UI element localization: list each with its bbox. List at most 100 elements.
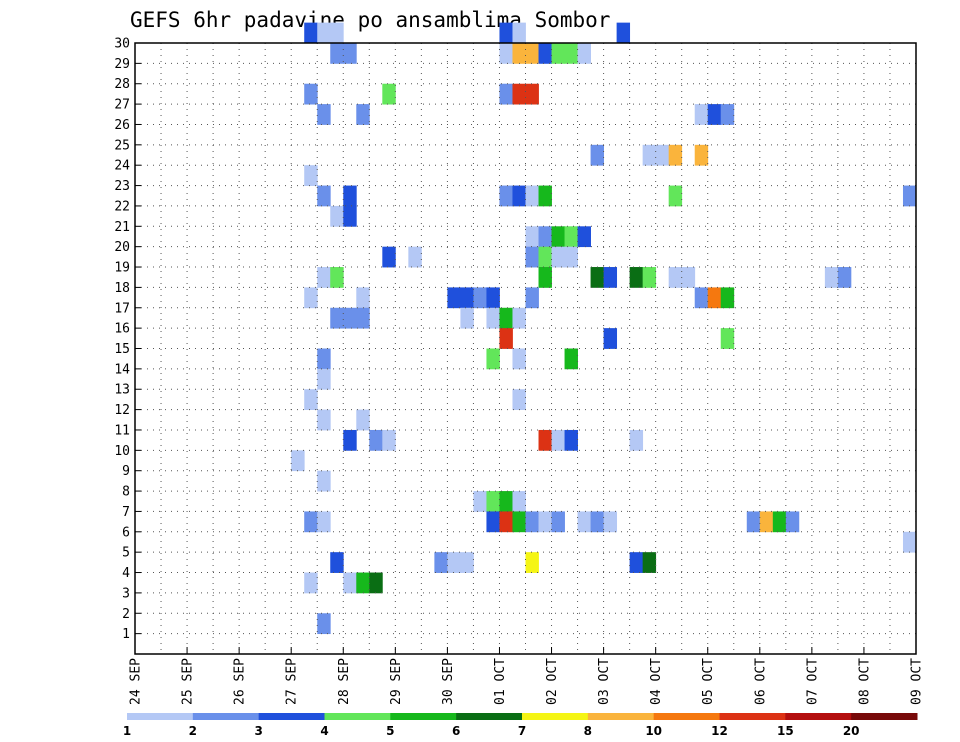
- precip-cell: [603, 267, 618, 288]
- precip-cell: [564, 348, 578, 370]
- x-tick-label: 26 SEP: [233, 658, 248, 705]
- precip-cell: [317, 511, 331, 533]
- precip-cell: [668, 144, 683, 166]
- precip-cell: [525, 43, 539, 64]
- precip-cell: [330, 552, 344, 573]
- y-tick-label: 22: [114, 199, 130, 214]
- precip-cell: [382, 246, 396, 268]
- precip-cell: [304, 22, 318, 44]
- precip-cell: [720, 104, 735, 125]
- precip-cell: [551, 511, 565, 533]
- y-tick-label: 23: [114, 179, 130, 194]
- precip-cell: [317, 409, 331, 431]
- precip-cell: [720, 287, 735, 309]
- colorbar-label: 7: [518, 724, 526, 738]
- y-tick-label: 6: [122, 525, 130, 540]
- y-tick-label: 14: [114, 362, 130, 377]
- precip-cell: [538, 226, 552, 248]
- precip-cell: [512, 389, 526, 410]
- colorbar-swatch: [653, 713, 720, 720]
- y-tick-label: 21: [114, 220, 130, 235]
- precip-cell: [330, 267, 344, 288]
- colorbar-swatch: [324, 713, 391, 720]
- x-tick-label: 24 SEP: [129, 658, 144, 705]
- precip-cell: [486, 491, 500, 512]
- y-tick-label: 24: [114, 159, 130, 174]
- precip-cell: [499, 511, 513, 533]
- x-tick-label: 29 SEP: [389, 658, 404, 705]
- precip-cell: [538, 267, 552, 288]
- precip-cell: [785, 511, 800, 533]
- colorbar-swatch: [127, 713, 194, 720]
- precip-cell: [538, 43, 552, 64]
- y-tick-label: 18: [114, 281, 130, 296]
- precip-cell: [499, 307, 513, 329]
- precip-cell: [525, 511, 539, 533]
- precip-cell: [330, 43, 344, 64]
- precip-cell: [317, 185, 331, 207]
- colorbar-label: 20: [843, 724, 860, 738]
- precip-cell: [902, 531, 917, 553]
- precip-cell: [330, 307, 344, 329]
- precip-cell: [512, 511, 526, 533]
- colorbar-swatch: [390, 713, 457, 720]
- precip-cell: [499, 83, 513, 105]
- precip-cell: [837, 267, 852, 288]
- precip-cell: [499, 22, 513, 44]
- y-tick-label: 16: [114, 322, 130, 337]
- colorbar-label: 8: [584, 724, 592, 738]
- precip-cell: [564, 226, 578, 248]
- colorbar-label: 5: [386, 724, 394, 738]
- precip-cell: [460, 307, 474, 329]
- y-tick-label: 13: [114, 383, 130, 398]
- precip-cell: [564, 429, 578, 451]
- precip-cell: [356, 572, 370, 594]
- y-tick-label: 2: [122, 607, 130, 622]
- colorbar-label: 12: [711, 724, 728, 738]
- precip-cell: [512, 491, 526, 512]
- precip-cell: [486, 348, 500, 370]
- y-tick-label: 20: [114, 240, 130, 255]
- precip-cell: [473, 491, 487, 512]
- y-tick-label: 27: [114, 98, 130, 113]
- y-tick-label: 9: [122, 464, 130, 479]
- precip-cell: [720, 328, 735, 349]
- x-tick-label: 01 OCT: [493, 658, 508, 705]
- precip-cell: [525, 226, 539, 248]
- x-tick-label: 02 OCT: [545, 658, 560, 705]
- precip-cell: [772, 511, 787, 533]
- x-tick-label: 07 OCT: [805, 658, 820, 705]
- colorbar-label: 4: [320, 724, 328, 738]
- y-tick-label: 25: [114, 138, 130, 153]
- precip-cell: [512, 307, 526, 329]
- y-tick-label: 8: [122, 485, 130, 500]
- precip-cells: [291, 22, 917, 635]
- y-axis: 1234567891011121314151617181920212223242…: [114, 37, 141, 642]
- precip-cell: [525, 287, 539, 309]
- precip-cell: [525, 83, 539, 105]
- precip-cell: [317, 348, 331, 370]
- precip-cell: [590, 267, 604, 288]
- y-tick-label: 4: [122, 566, 130, 581]
- precip-cell: [746, 511, 761, 533]
- precip-cell: [408, 246, 422, 268]
- colorbar-label: 1: [123, 724, 131, 738]
- precip-cell: [356, 287, 370, 309]
- precip-cell: [317, 104, 331, 125]
- colorbar-swatch: [456, 713, 523, 720]
- precip-cell: [824, 267, 839, 288]
- precip-cell: [538, 429, 552, 451]
- precip-cell: [551, 43, 565, 64]
- colorbar-swatch: [522, 713, 589, 720]
- y-tick-label: 29: [114, 57, 130, 72]
- y-tick-label: 10: [114, 444, 130, 459]
- precip-cell: [499, 43, 513, 64]
- precip-cell: [642, 552, 657, 573]
- precip-cell: [512, 22, 526, 44]
- precip-cell: [304, 389, 318, 410]
- precip-cell: [460, 287, 474, 309]
- precip-cell: [512, 83, 526, 105]
- grid-lines: [135, 43, 916, 654]
- x-tick-label: 03 OCT: [597, 658, 612, 705]
- colorbar: 1 2 3 4 5 6 7 8 10 12 15 20: [123, 713, 918, 738]
